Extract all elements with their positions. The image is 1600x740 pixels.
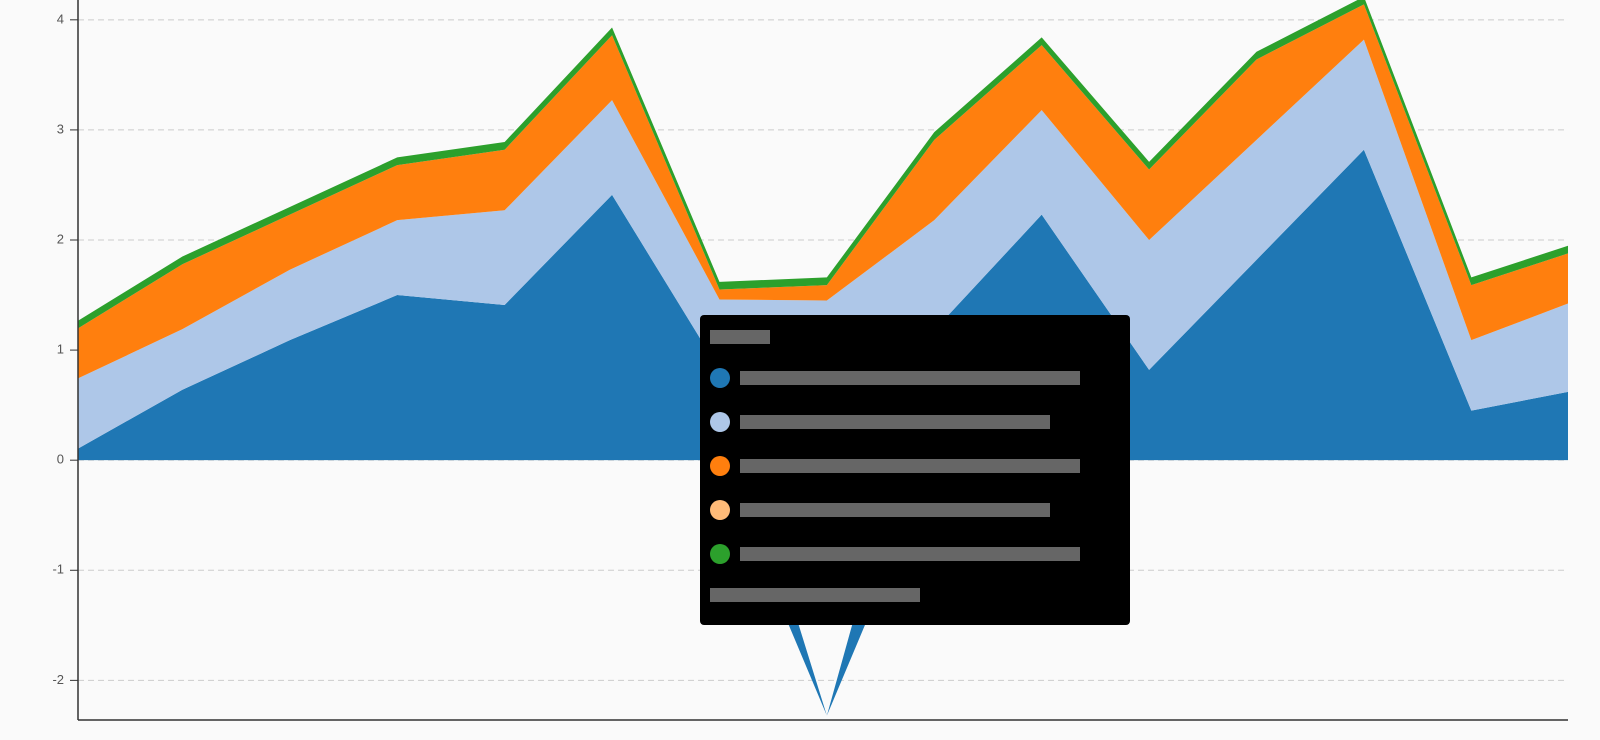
- y-tick-label: -2: [52, 672, 64, 687]
- y-tick-label: 4: [57, 11, 64, 26]
- tooltip-text: [710, 330, 770, 344]
- y-tick-label: -1: [52, 562, 64, 577]
- tooltip-rows: [710, 368, 1080, 564]
- tooltip-text: [710, 588, 920, 602]
- legend-swatch: [710, 368, 730, 388]
- legend-swatch: [710, 544, 730, 564]
- y-tick-label: 2: [57, 231, 64, 246]
- tooltip-text: [740, 547, 1080, 561]
- tooltip-text: [740, 415, 1050, 429]
- tooltip: [700, 315, 1130, 625]
- area: [78, 4, 1568, 379]
- legend-swatch: [710, 456, 730, 476]
- tooltip-text: [740, 371, 1080, 385]
- tooltip-text: [740, 459, 1080, 473]
- legend-swatch: [710, 412, 730, 432]
- y-tick-label: 0: [57, 452, 64, 467]
- legend-swatch: [710, 500, 730, 520]
- tooltip-text: [740, 503, 1050, 517]
- y-tick-label: 3: [57, 121, 64, 136]
- area: [78, 149, 1568, 716]
- y-tick-label: 1: [57, 342, 64, 357]
